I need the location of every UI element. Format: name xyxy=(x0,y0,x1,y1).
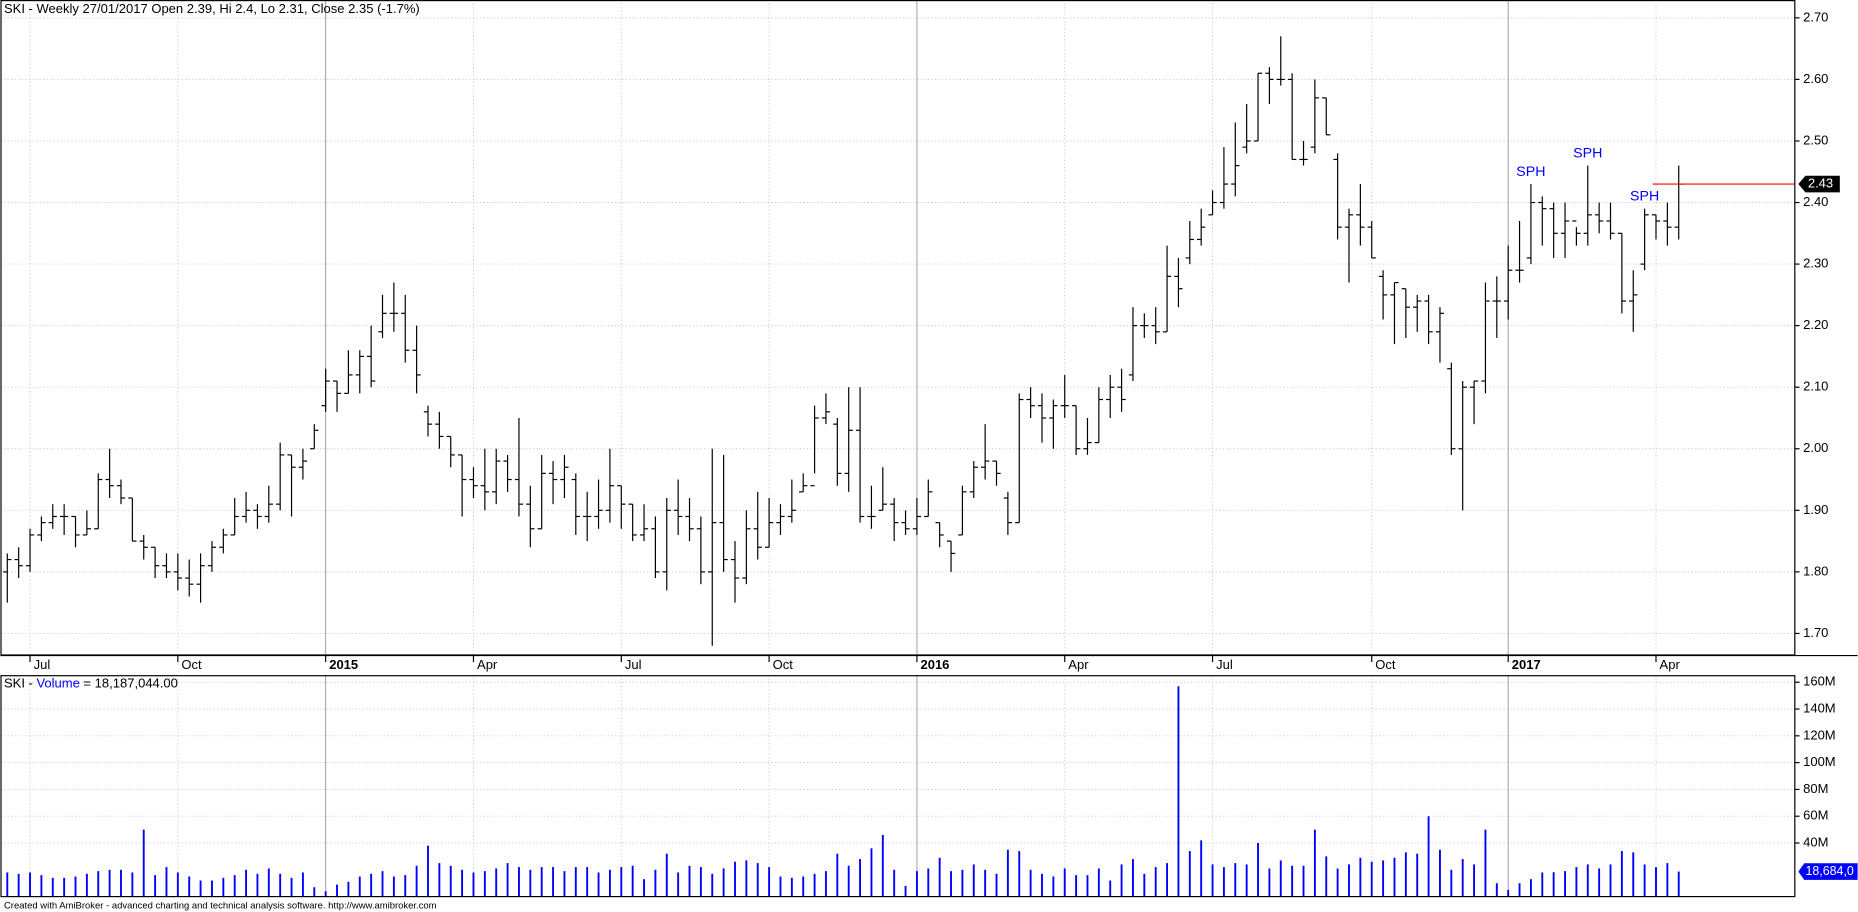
y-tick-label: 2.10 xyxy=(1803,379,1828,394)
x-tick-label: Apr xyxy=(1660,657,1681,672)
y-tick-label: 160M xyxy=(1803,674,1836,689)
y-tick-label: 2.20 xyxy=(1803,317,1828,332)
y-tick-label: 2.60 xyxy=(1803,71,1828,86)
y-tick-label: 40M xyxy=(1803,834,1828,849)
y-tick-label: 80M xyxy=(1803,781,1828,796)
volume-prefix: SKI - xyxy=(4,676,33,691)
x-tick-label: Apr xyxy=(477,657,498,672)
volume-value: = 18,187,044.00 xyxy=(83,676,177,691)
annotation: SPH xyxy=(1630,189,1659,205)
x-tick-label: 2016 xyxy=(920,657,949,672)
y-tick-label: 1.70 xyxy=(1803,625,1828,640)
volume-panel-frame xyxy=(0,675,1796,898)
last-volume-label: 18,684,0 xyxy=(1805,864,1853,878)
x-tick-label: 2017 xyxy=(1512,657,1541,672)
x-tick-label: Apr xyxy=(1068,657,1089,672)
y-tick-label: 120M xyxy=(1803,727,1836,742)
y-tick-label: 1.90 xyxy=(1803,502,1828,517)
labels-layer: 1.70 1.80 1.90 2.00 2.10 2.20 2.30 2.40 2.50 2.60… xyxy=(29,9,1858,880)
y-tick-label: 60M xyxy=(1803,808,1828,823)
y-tick-label: 2.00 xyxy=(1803,440,1828,455)
y-tick-label: 100M xyxy=(1803,754,1836,769)
volume-name: Volume xyxy=(36,676,79,691)
x-tick-label: Jul xyxy=(34,657,51,672)
x-tick-label: 2015 xyxy=(329,657,358,672)
last-volume-box xyxy=(1798,863,1858,880)
grid-layer xyxy=(0,0,1800,897)
x-tick-label: Oct xyxy=(1375,657,1396,672)
y-tick-label: 1.80 xyxy=(1803,563,1828,578)
y-tick-label: 2.50 xyxy=(1803,132,1828,147)
x-tick-label: Oct xyxy=(181,657,202,672)
y-tick-label: 2.40 xyxy=(1803,194,1828,209)
y-tick-label: 2.30 xyxy=(1803,256,1828,271)
last-price-label: 2.43 xyxy=(1808,175,1833,190)
x-tick-label: Jul xyxy=(625,657,642,672)
annotation: SPH xyxy=(1573,145,1602,161)
y-tick-label: 2.70 xyxy=(1803,9,1828,24)
footer: Created with AmiBroker - advanced charti… xyxy=(4,901,437,912)
x-tick-label: Oct xyxy=(773,657,794,672)
annotation: SPH xyxy=(1516,164,1545,180)
y-tick-label: 140M xyxy=(1803,700,1836,715)
last-price-box xyxy=(1798,175,1840,193)
x-tick-label: Jul xyxy=(1216,657,1233,672)
marks-layer xyxy=(3,36,1795,897)
chart-title: SKI - Weekly 27/01/2017 Open 2.39, Hi 2.… xyxy=(4,1,420,16)
volume-header: SKI - Volume = 18,187,044.00 xyxy=(4,676,178,691)
